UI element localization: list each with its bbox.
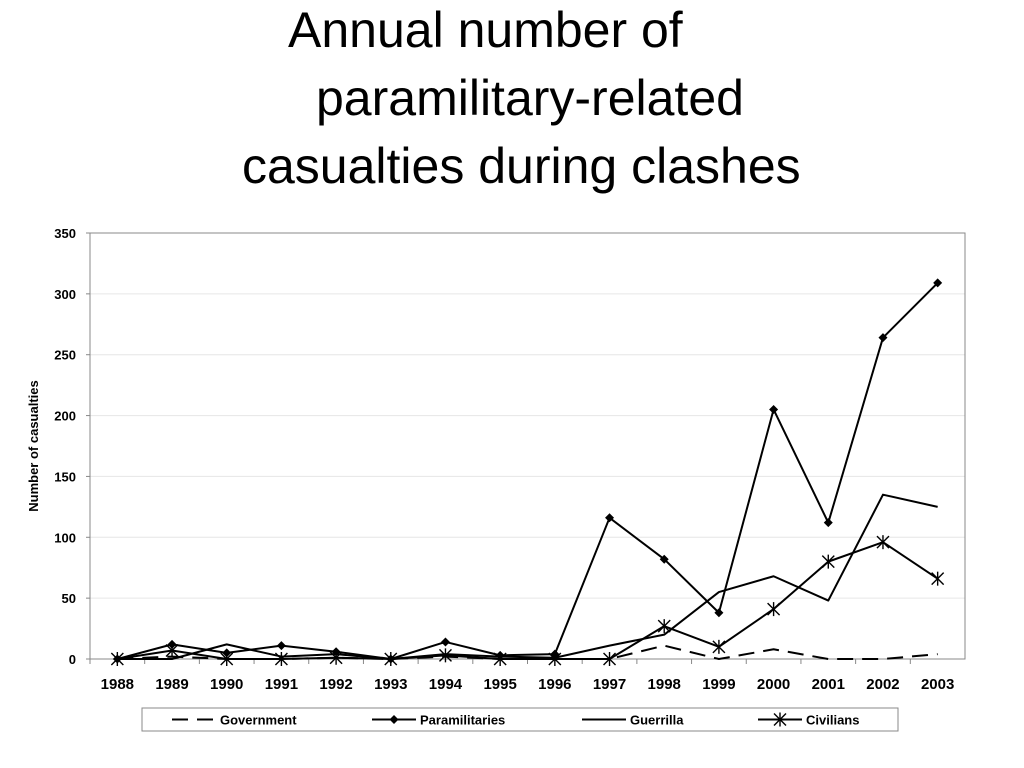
data-point [933, 278, 943, 288]
data-point [438, 648, 452, 663]
data-point [440, 637, 450, 647]
plot-area [89, 232, 966, 660]
legend-item-guerrilla: Guerrilla [582, 713, 684, 728]
data-point [714, 608, 724, 618]
x-tick-label: 2000 [757, 676, 790, 693]
chart-title-line-1: Annual number of [288, 2, 683, 58]
data-point [876, 535, 890, 550]
y-tick-label: 50 [62, 591, 76, 606]
data-point [220, 652, 234, 666]
x-tick-label: 2001 [812, 676, 845, 693]
x-tick-label: 1994 [429, 676, 463, 693]
data-point [605, 513, 615, 523]
y-tick-label: 0 [69, 652, 76, 667]
legend-label: Paramilitaries [420, 713, 505, 728]
series-guerrilla [117, 493, 938, 660]
series-paramilitaries [112, 278, 943, 664]
y-tick-label: 300 [54, 287, 76, 302]
data-point [384, 652, 398, 666]
x-tick-label: 1992 [319, 676, 352, 693]
data-point [659, 554, 669, 564]
x-tick-label: 1988 [101, 676, 134, 693]
x-tick-label: 1995 [483, 676, 516, 693]
x-tick-label: 2003 [921, 676, 954, 693]
data-point [493, 652, 507, 666]
y-axis-label: Number of casualties [26, 380, 41, 512]
x-tick-label: 2002 [866, 676, 899, 693]
chart-title: Annual number of paramilitary-related ca… [0, 0, 1024, 215]
legend: Government Paramilitaries Guerrilla Civilia… [141, 707, 899, 732]
x-tick-label: 1996 [538, 676, 571, 693]
x-tick-label: 1998 [648, 676, 681, 693]
legend-marker [773, 712, 787, 727]
data-point [165, 643, 179, 658]
chart-title-line-2: paramilitary-related [316, 70, 744, 126]
series-line-civilians [117, 541, 939, 660]
legend-box [141, 707, 899, 732]
legend-label: Civilians [806, 713, 859, 728]
data-point [329, 650, 343, 665]
data-point [931, 571, 945, 586]
y-tick-label: 350 [54, 226, 76, 241]
x-tick-label: 1997 [593, 676, 626, 693]
x-tick-label: 1999 [702, 676, 735, 693]
y-tick-label: 250 [54, 348, 76, 363]
series-line-guerrilla [117, 493, 938, 660]
x-tick-label: 1993 [374, 676, 407, 693]
legend-label: Government [220, 713, 297, 728]
data-point [603, 652, 617, 666]
data-point [769, 404, 779, 414]
data-point [657, 619, 671, 634]
data-point [823, 518, 833, 528]
y-tick-label: 150 [54, 469, 76, 484]
legend-item-civilians: Civilians [758, 712, 859, 728]
data-point [767, 602, 781, 617]
chart-title-line-3: casualties during clashes [242, 138, 801, 194]
data-point [821, 554, 835, 569]
series-group [110, 278, 945, 666]
data-point [878, 333, 888, 343]
legend-item-paramilitaries: Paramilitaries [372, 713, 505, 728]
legend-item-government: Government [172, 713, 297, 728]
x-tick-label: 1991 [265, 676, 298, 693]
legend-marker [389, 715, 399, 724]
data-point [274, 652, 288, 666]
gridlines [90, 293, 965, 599]
legend-label: Guerrilla [630, 713, 684, 728]
x-axis: 1988 1989 1990 1991 1992 1993 1994 1995 1996 1997… [89, 659, 954, 693]
series-line-paramilitaries [117, 282, 939, 660]
data-point [276, 641, 286, 651]
series-civilians [110, 535, 945, 666]
y-tick-label: 200 [54, 409, 76, 424]
y-axis: 0 50 100 150 200 250 300 350 [54, 226, 90, 667]
data-point [110, 652, 124, 666]
x-tick-label: 1990 [210, 676, 243, 693]
data-point [548, 652, 562, 666]
x-tick-label: 1989 [155, 676, 188, 693]
y-tick-label: 100 [54, 530, 76, 545]
data-point [712, 639, 726, 654]
